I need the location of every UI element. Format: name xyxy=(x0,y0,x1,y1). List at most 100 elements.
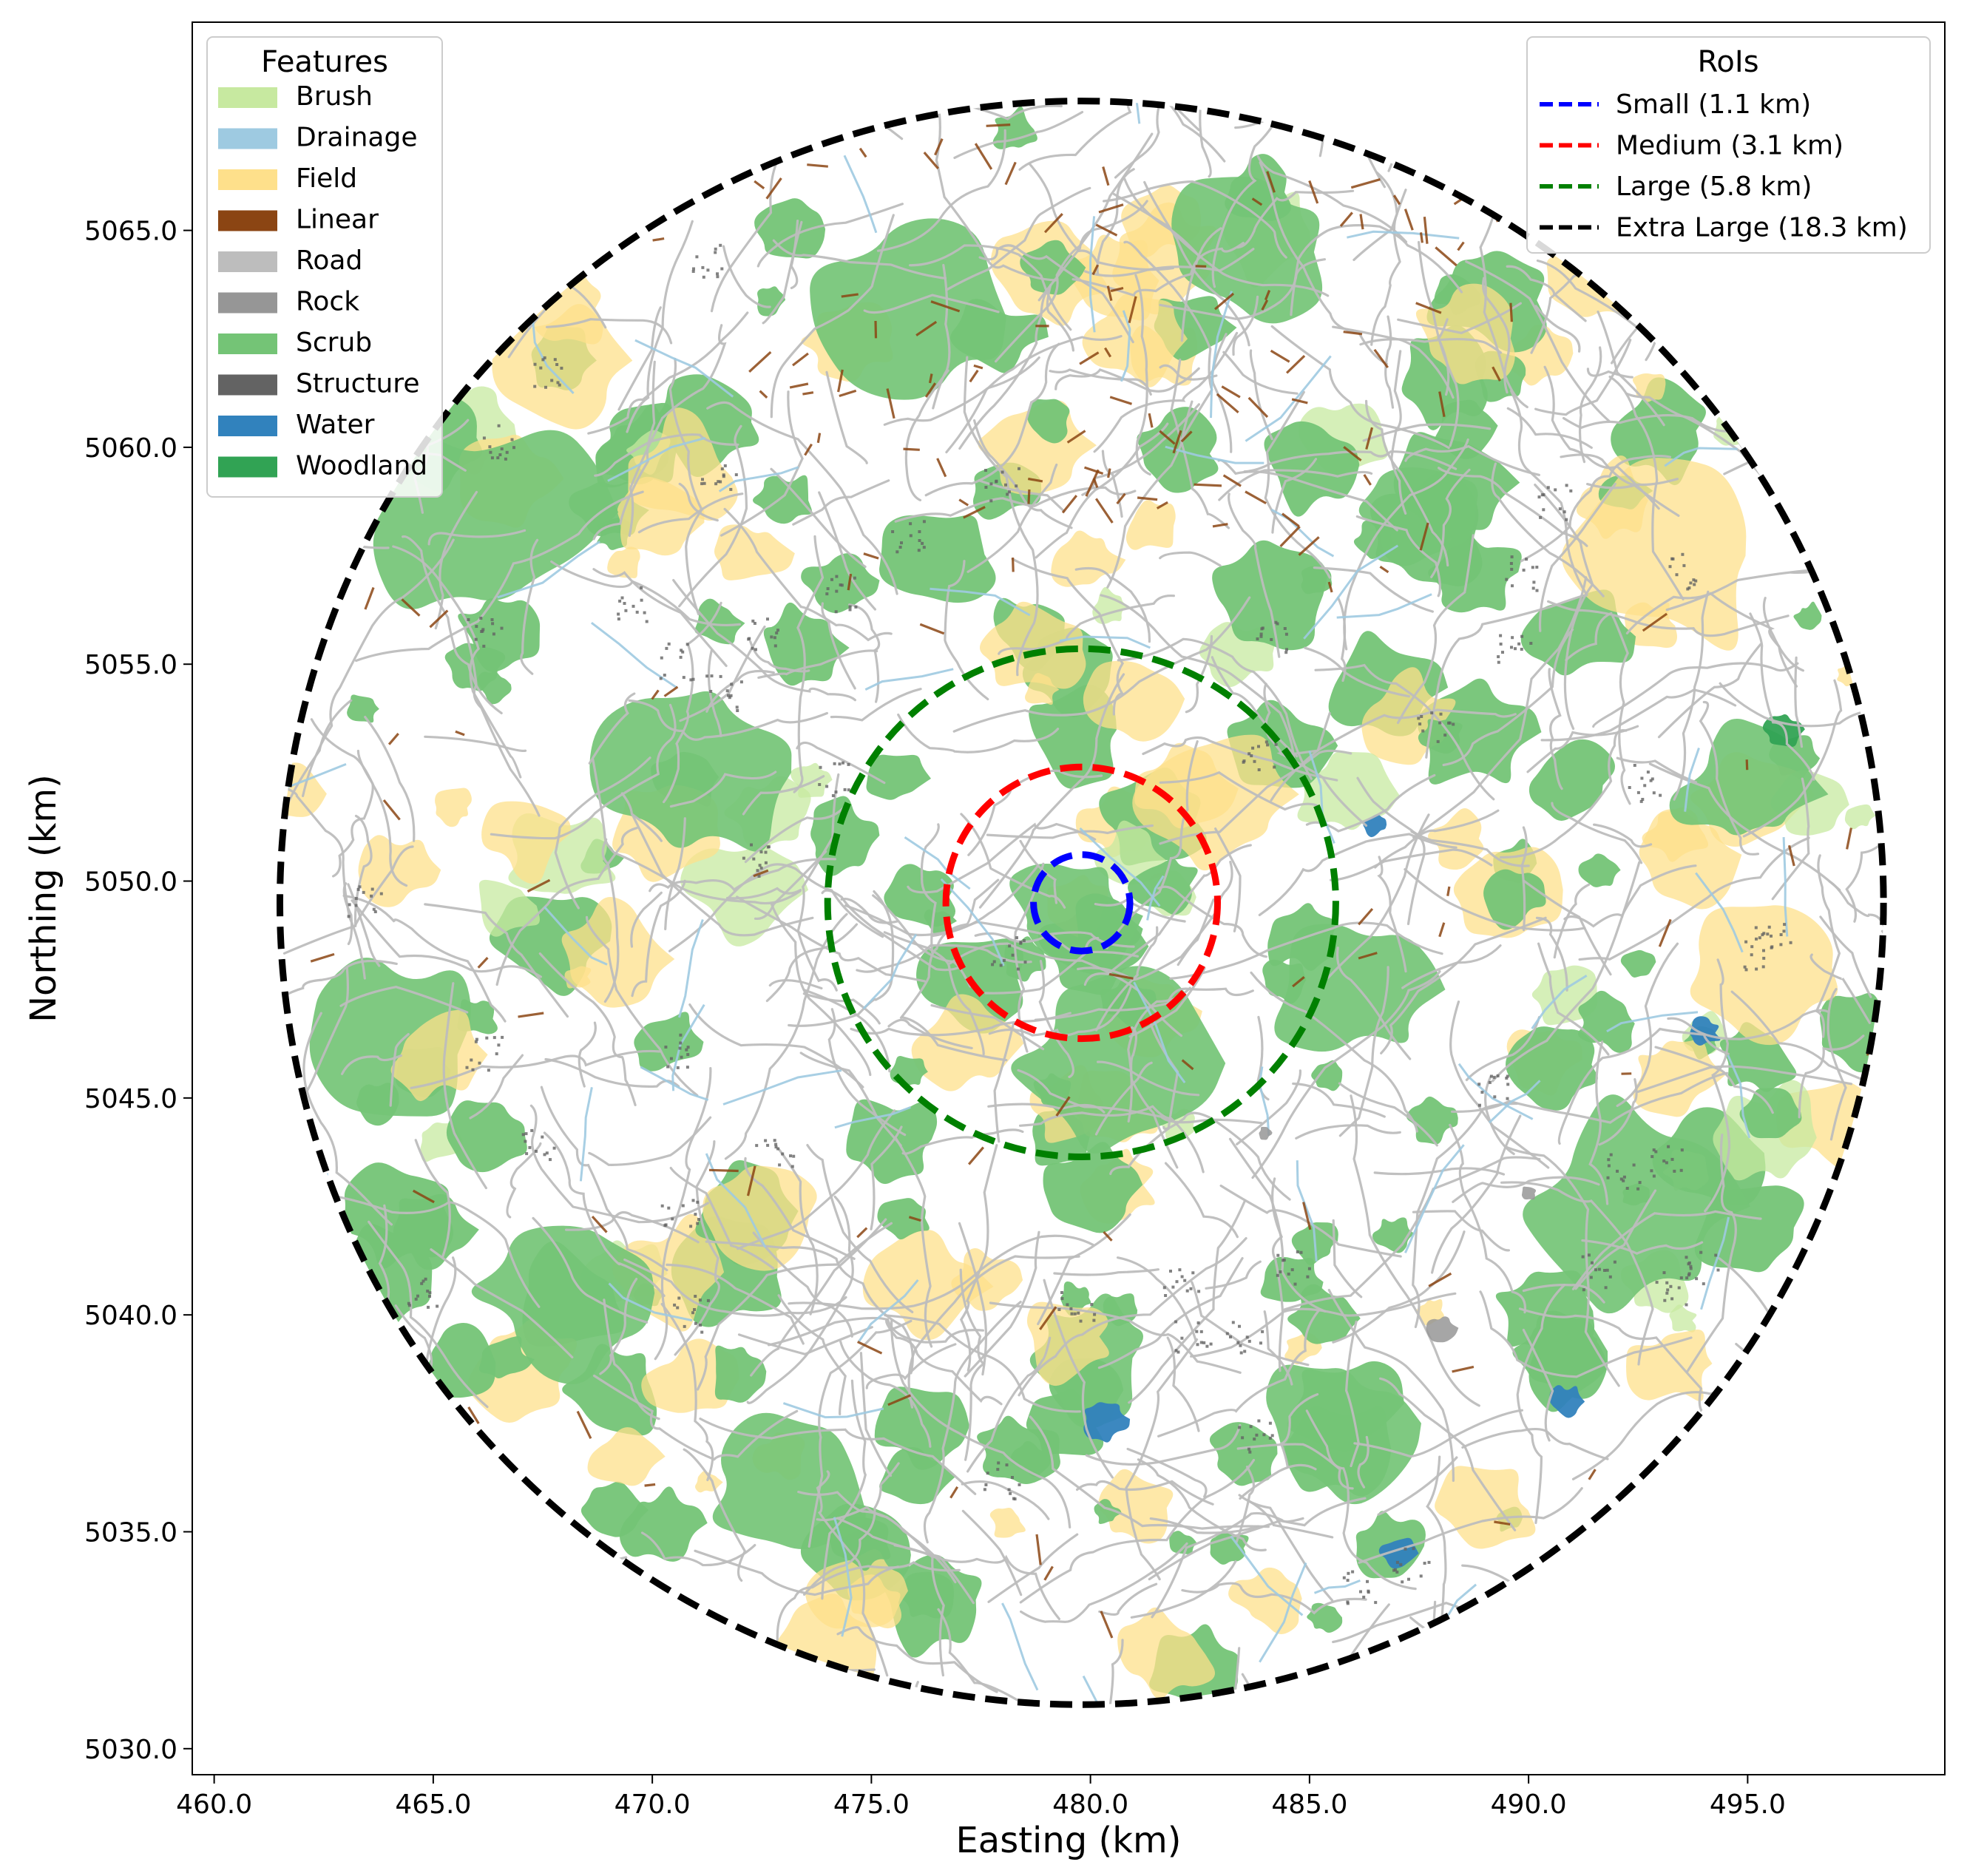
structure xyxy=(1520,648,1523,651)
road-segment xyxy=(1593,823,1653,848)
road-segment xyxy=(887,1018,973,1049)
road-segment xyxy=(1134,274,1151,476)
structure xyxy=(1239,1351,1243,1355)
features-legend-swatch xyxy=(218,333,277,354)
linear-feature xyxy=(1091,264,1100,276)
drainage-line xyxy=(782,1402,884,1419)
road-segment xyxy=(1029,1415,1270,1530)
structure xyxy=(681,1204,685,1208)
road-segment xyxy=(1159,364,1218,381)
linear-feature xyxy=(915,320,938,336)
road-segment xyxy=(923,1301,1022,1544)
road-segment xyxy=(1034,987,1254,1021)
structure xyxy=(660,656,663,660)
structure xyxy=(1587,1253,1591,1257)
road-segment xyxy=(1214,827,1242,932)
structure xyxy=(770,635,773,639)
land-patch-field xyxy=(1416,1298,1444,1326)
linear-feature xyxy=(382,799,401,821)
x-tick-label: 495.0 xyxy=(1710,1789,1786,1820)
structure xyxy=(686,1046,690,1049)
road-segment xyxy=(777,1294,847,1415)
road-segment xyxy=(603,1298,660,1420)
structure xyxy=(1679,1276,1683,1280)
road-segment xyxy=(788,890,895,1027)
road-segment xyxy=(1149,1517,1259,1534)
structure xyxy=(1649,779,1653,782)
structure xyxy=(481,629,484,633)
road-segment xyxy=(821,889,965,972)
structure xyxy=(1077,1311,1080,1315)
land-patch-scrub xyxy=(884,864,956,927)
structure xyxy=(696,1200,700,1204)
linear-feature xyxy=(1846,827,1852,850)
structure xyxy=(1231,1321,1235,1324)
road-segment xyxy=(1128,966,1206,1038)
structure xyxy=(709,690,713,693)
road-segment xyxy=(353,814,373,927)
land-patch-scrub xyxy=(1020,240,1086,295)
land-patch-scrub xyxy=(1669,719,1829,836)
structure xyxy=(842,761,844,765)
structure xyxy=(1196,1321,1200,1324)
road-segment xyxy=(341,1054,402,1075)
linear-feature xyxy=(651,689,660,700)
land-patch-brush xyxy=(1669,1304,1697,1332)
land-patch-scrub xyxy=(1169,1531,1197,1555)
road-segment xyxy=(987,1533,1079,1603)
linear-feature xyxy=(1446,886,1451,896)
road-segment xyxy=(1028,163,1174,271)
structure xyxy=(482,644,486,648)
structure xyxy=(1299,1250,1303,1254)
land-patch-scrub xyxy=(1528,739,1615,821)
road-segment xyxy=(1043,1279,1114,1479)
structure xyxy=(1395,1560,1399,1564)
structure xyxy=(689,678,693,682)
road-segment xyxy=(1771,777,1810,901)
drainage-line xyxy=(1089,216,1096,333)
road-segment xyxy=(351,899,542,978)
structure xyxy=(819,765,822,769)
road-segment xyxy=(706,401,898,595)
structure xyxy=(759,866,763,870)
land-patch-scrub xyxy=(977,1415,1060,1485)
road-segment xyxy=(1123,240,1213,441)
land-patch-water xyxy=(1083,1402,1131,1443)
road-segment xyxy=(1137,1458,1267,1552)
linear-feature xyxy=(816,433,822,444)
land-patch-field xyxy=(1125,500,1176,550)
linear-feature xyxy=(802,391,814,396)
structure xyxy=(1761,933,1764,937)
road-segment xyxy=(1292,1082,1386,1118)
structure xyxy=(1419,1574,1423,1578)
structure xyxy=(1423,1562,1426,1565)
structure xyxy=(755,1144,759,1148)
linear-feature xyxy=(644,1483,656,1487)
road-segment xyxy=(1578,836,1810,961)
linear-feature xyxy=(967,1146,985,1165)
structure xyxy=(491,622,495,626)
structure xyxy=(1622,1179,1625,1182)
structure xyxy=(997,1461,1001,1465)
structure xyxy=(1755,967,1758,971)
structure xyxy=(1009,1491,1012,1495)
structure xyxy=(725,689,729,693)
road-segment xyxy=(1258,833,1458,916)
road-segment xyxy=(1327,1289,1455,1482)
linear-feature xyxy=(1343,446,1362,462)
road-segment xyxy=(1114,101,1175,179)
road-segment xyxy=(1449,1123,1527,1314)
structure xyxy=(552,1146,556,1150)
structure xyxy=(722,475,725,478)
road-segment xyxy=(772,239,947,280)
structure xyxy=(1284,651,1288,654)
structure xyxy=(485,1036,489,1040)
linear-feature xyxy=(1102,166,1110,186)
road-segment xyxy=(1465,260,1611,422)
road-segment xyxy=(736,1109,896,1250)
structure xyxy=(700,1330,704,1334)
land-patch-field xyxy=(607,546,640,578)
road-segment xyxy=(1218,469,1373,501)
road-segment xyxy=(355,490,644,663)
x-tick-label: 475.0 xyxy=(833,1789,910,1820)
